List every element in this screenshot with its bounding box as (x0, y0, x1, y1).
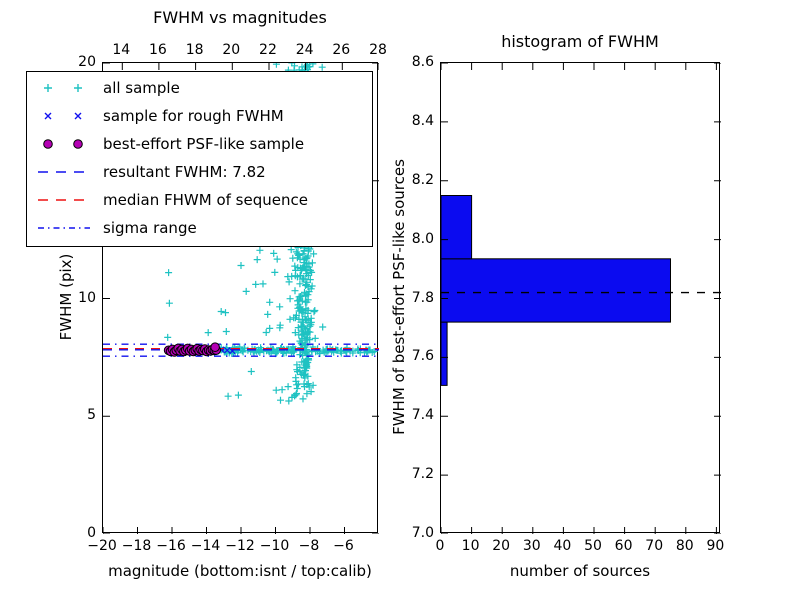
y-tick-label-fwhm: 8.0 (411, 230, 434, 247)
y-tick-label-left: 5 (87, 407, 96, 424)
legend-entry-5: sigma range (27, 214, 372, 242)
x-tick-label-bottom: −12 (225, 538, 255, 554)
legend-entry-3: resultant FWHM: 7.82 (27, 158, 372, 186)
x-tick-label-bottom: −8 (298, 538, 320, 554)
y-tick-label-fwhm: 7.8 (411, 289, 434, 306)
legend-label: all sample (103, 79, 180, 97)
y-tick-label-fwhm: 7.2 (411, 466, 434, 483)
legend-marker-swatch (44, 112, 82, 120)
x-tick-label-bottom: −6 (333, 538, 354, 554)
legend-line-swatch (38, 171, 90, 173)
left-chart-title: FWHM vs magnitudes (153, 8, 327, 27)
psf-sample-marker (210, 342, 220, 353)
legend-entry-2: best-effort PSF-like sample (27, 130, 372, 158)
y-tick-label-fwhm: 7.0 (411, 525, 434, 541)
x-tick-label-count: 0 (435, 538, 445, 554)
x-tick-label-count: 50 (584, 538, 602, 554)
y-tick-label-fwhm: 7.6 (411, 348, 434, 365)
x-tick-label-count: 30 (522, 538, 541, 554)
x-tick-label-top-calib: 22 (259, 42, 277, 58)
legend-entry-4: median FHWM of sequence (27, 186, 372, 214)
x-tick-label-bottom: −18 (121, 538, 152, 554)
x-tick-label-top-calib: 20 (222, 42, 241, 58)
histogram-bar (441, 195, 473, 260)
histogram-canvas (441, 63, 721, 534)
x-tick-label-top-calib: 14 (112, 42, 131, 58)
legend: all sample sample for rough FWHM best-effo… (26, 71, 373, 247)
left-axes-ticks (103, 63, 379, 534)
legend-marker-swatch (44, 84, 82, 92)
x-tick-label-count: 70 (645, 538, 664, 554)
left-x-axis-label: magnitude (bottom:isnt / top:calib) (108, 562, 372, 580)
legend-label: median FHWM of sequence (103, 191, 308, 209)
y-tick-label-fwhm: 8.4 (411, 112, 434, 129)
right-chart-title: histogram of FWHM (501, 32, 659, 51)
histogram-bar (441, 321, 448, 386)
y-tick-label-left: 10 (78, 289, 96, 306)
histogram-bar (441, 258, 671, 323)
x-tick-label-bottom: −16 (156, 538, 186, 554)
x-tick-label-top-calib: 18 (185, 42, 204, 58)
x-tick-label-count: 20 (492, 538, 511, 554)
x-tick-label-top-calib: 28 (369, 42, 387, 58)
y-tick-label-fwhm: 8.6 (411, 54, 434, 70)
legend-entry-1: sample for rough FWHM (27, 102, 372, 130)
legend-marker-swatch (43, 139, 83, 149)
legend-entry-0: all sample (27, 74, 372, 102)
x-tick-label-count: 10 (461, 538, 480, 554)
x-tick-label-top-calib: 24 (295, 42, 314, 58)
right-axes-histogram (440, 62, 721, 534)
x-tick-label-top-calib: 16 (149, 42, 167, 58)
x-tick-label-bottom: −14 (190, 538, 221, 554)
right-axes-ticks (441, 63, 721, 534)
x-tick-label-count: 80 (675, 538, 694, 554)
y-tick-label-left: 20 (78, 54, 96, 70)
right-x-axis-label: number of sources (509, 562, 651, 580)
x-tick-label-bottom: −10 (259, 538, 290, 554)
right-y-axis-label: FWHM of best-effort PSF-like sources (390, 159, 408, 435)
legend-line-swatch (38, 227, 90, 229)
x-tick-label-bottom: −20 (87, 538, 117, 554)
legend-label: best-effort PSF-like sample (103, 135, 305, 153)
left-y-axis-label: FWHM (pix) (57, 253, 75, 341)
x-tick-label-top-calib: 26 (332, 42, 351, 58)
y-tick-label-left: 0 (87, 525, 96, 541)
y-tick-label-fwhm: 8.2 (411, 171, 434, 188)
legend-line-swatch (38, 199, 90, 201)
legend-label: sigma range (103, 219, 197, 237)
legend-label: sample for rough FWHM (103, 107, 284, 125)
x-tick-label-count: 60 (614, 538, 633, 554)
y-tick-label-fwhm: 7.4 (411, 407, 434, 424)
legend-label: resultant FWHM: 7.82 (103, 163, 266, 181)
x-tick-label-count: 40 (553, 538, 572, 554)
x-tick-label-count: 90 (706, 538, 725, 554)
